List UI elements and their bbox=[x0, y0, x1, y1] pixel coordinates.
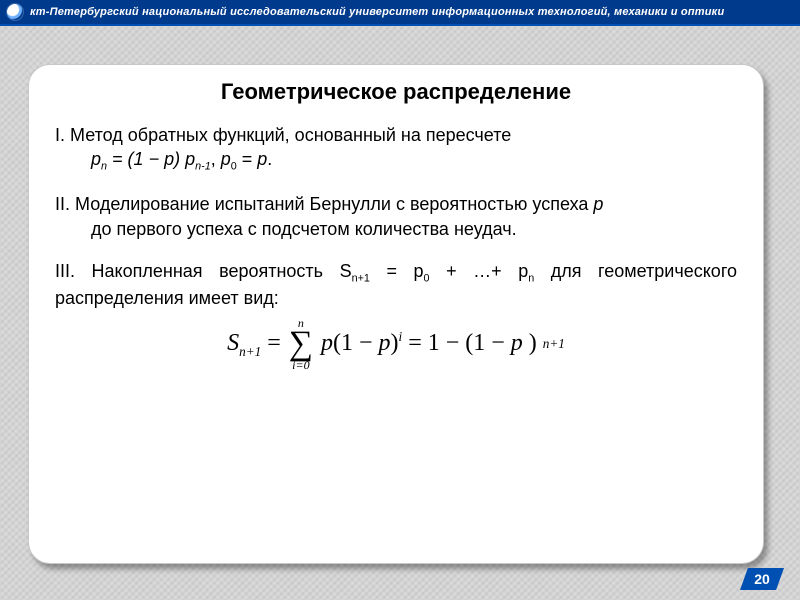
var-p: p bbox=[91, 149, 101, 169]
university-name: кт-Петербургский национальный исследоват… bbox=[30, 6, 724, 18]
sum-bot: i=0 bbox=[292, 359, 309, 371]
f-exp-i: i bbox=[399, 329, 403, 344]
num-1: 1 bbox=[134, 149, 144, 169]
item-3: III. Накопленная вероятность Sn+1 = p0 +… bbox=[55, 259, 737, 370]
item-2: II. Моделирование испытаний Бернулли с в… bbox=[55, 192, 737, 241]
f-rp2: ) bbox=[529, 327, 537, 359]
var-p2: p bbox=[164, 149, 174, 169]
f-eq1: = bbox=[267, 327, 281, 359]
university-logo bbox=[6, 3, 24, 21]
eq-open: = ( bbox=[107, 149, 134, 169]
panel-title: Геометрическое распределение bbox=[55, 79, 737, 105]
formula-display: Sn+1 = n ∑ i=0 p(1 − p)i = 1 − (1 − p)n+… bbox=[55, 317, 737, 371]
f-p: p bbox=[321, 330, 333, 356]
f-lp: (1 − bbox=[333, 330, 373, 356]
f-S-sub: n+1 bbox=[239, 343, 261, 358]
sub-n-1: n-1 bbox=[195, 161, 211, 173]
item-1-text: I. Метод обратных функций, основанный на… bbox=[55, 125, 511, 145]
comma: , bbox=[211, 149, 221, 169]
f-eq2: = 1 − (1 − bbox=[408, 327, 505, 359]
item-2-text-b: до первого успеха с подсчетом количества… bbox=[55, 219, 517, 239]
f-rp: ) bbox=[391, 330, 399, 356]
sub-n-plus-1: n+1 bbox=[352, 273, 370, 285]
var-p4: p bbox=[221, 149, 231, 169]
f-p2: p bbox=[373, 330, 391, 356]
content-panel: Геометрическое распределение I. Метод об… bbox=[28, 64, 764, 564]
sum-icon: n ∑ i=0 bbox=[289, 317, 313, 371]
eq2: = bbox=[237, 149, 258, 169]
f-S: S bbox=[227, 330, 239, 356]
var-p3: p bbox=[185, 149, 195, 169]
item-1: I. Метод обратных функций, основанный на… bbox=[55, 123, 737, 174]
item-2-var-p: p bbox=[593, 194, 603, 214]
item-3-text-c: + …+ p bbox=[430, 261, 529, 281]
item-2-text-a: II. Моделирование испытаний Бернулли с в… bbox=[55, 194, 593, 214]
item-3-text-a: III. Накопленная вероятность S bbox=[55, 261, 352, 281]
slide-number-badge: 20 bbox=[740, 568, 784, 590]
header-bar: кт-Петербургский национальный исследоват… bbox=[0, 0, 800, 26]
f-p3: p bbox=[511, 327, 523, 359]
item-3-text-b: = p bbox=[370, 261, 424, 281]
var-p5: p bbox=[257, 149, 267, 169]
item-1-formula: pn = (1 − p) pn-1, p0 = p. bbox=[55, 149, 272, 169]
sum-symbol: ∑ bbox=[289, 329, 313, 359]
dot: . bbox=[267, 149, 272, 169]
f-exp-n1: n+1 bbox=[543, 335, 565, 353]
close-bracket: ) bbox=[174, 149, 185, 169]
minus: − bbox=[144, 149, 165, 169]
